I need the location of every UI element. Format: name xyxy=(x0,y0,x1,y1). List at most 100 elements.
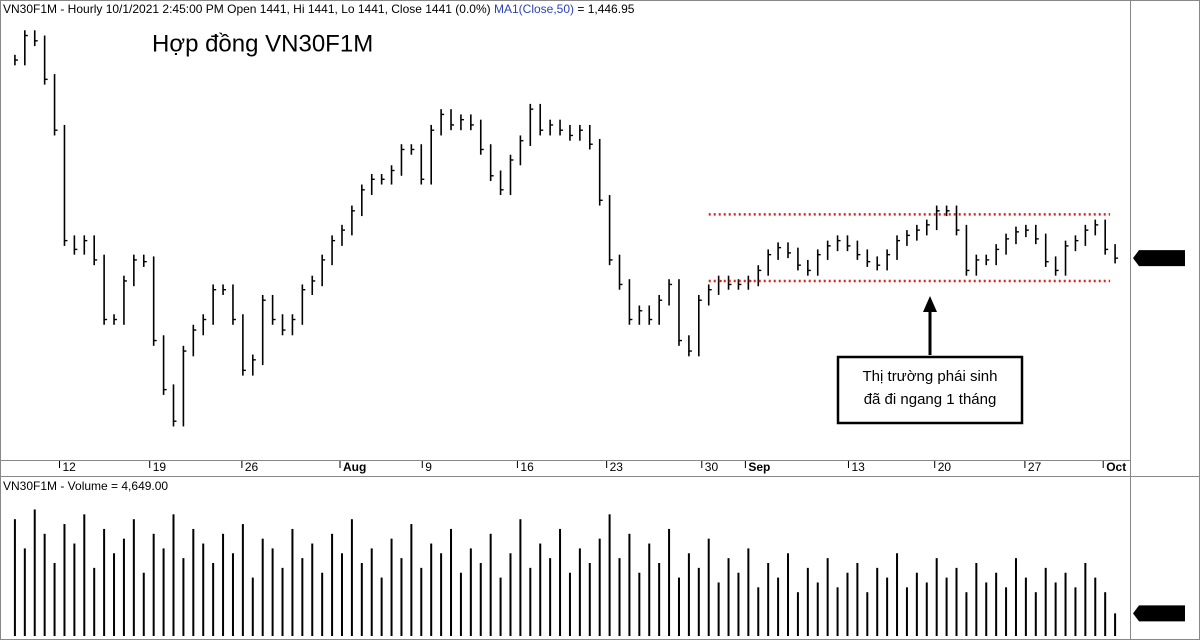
volume-bar xyxy=(578,548,581,636)
volume-bar xyxy=(301,558,304,636)
volume-bar xyxy=(261,538,264,636)
volume-bar xyxy=(658,563,661,636)
volume-bar xyxy=(73,543,76,636)
volume-bar xyxy=(430,543,433,636)
volume-bar xyxy=(63,524,66,636)
volume-bar xyxy=(370,548,373,636)
arrow-head xyxy=(923,296,937,312)
volume-bar xyxy=(489,533,492,636)
volume-bar xyxy=(856,563,859,636)
volume-bar xyxy=(965,592,968,636)
x-tick-label: 9 xyxy=(425,460,432,474)
volume-bar xyxy=(33,509,36,636)
volume-bar xyxy=(440,553,443,636)
volume-bar xyxy=(886,577,889,636)
volume-bar xyxy=(697,567,700,636)
x-tick-label: 13 xyxy=(851,460,865,474)
volume-bar xyxy=(549,558,552,636)
volume-bar xyxy=(350,519,353,636)
volume-bar xyxy=(113,553,116,636)
volume-bar xyxy=(955,567,958,636)
volume-bar xyxy=(787,553,790,636)
volume-bar xyxy=(896,553,899,636)
volume-bar xyxy=(499,577,502,636)
volume-bar xyxy=(638,572,641,636)
volume-bar xyxy=(905,587,908,636)
volume-bar xyxy=(747,548,750,636)
last-value-label: 1,441 xyxy=(1147,250,1177,264)
volume-bar xyxy=(1094,577,1097,636)
x-tick-label: 16 xyxy=(520,460,534,474)
volume-bar xyxy=(103,528,106,636)
volume-header: VN30F1M - Volume = 4,649.00 xyxy=(3,479,168,493)
volume-bar xyxy=(459,572,462,636)
volume-bar xyxy=(1084,563,1087,636)
last-volume-label: 4,649 xyxy=(1147,606,1177,620)
volume-bar xyxy=(717,582,720,636)
volume-bar xyxy=(172,514,175,636)
volume-bar xyxy=(202,543,205,636)
volume-bar xyxy=(23,548,26,636)
header-ma: MA1(Close,50) xyxy=(494,2,574,16)
chart-title: Hợp đồng VN30F1M xyxy=(152,30,373,57)
volume-bar xyxy=(737,572,740,636)
volume-bar xyxy=(182,558,185,636)
volume-bar xyxy=(598,538,601,636)
volume-bar xyxy=(866,592,869,636)
volume-bar xyxy=(469,548,472,636)
volume-bar xyxy=(539,543,542,636)
x-tick-label: 19 xyxy=(153,460,167,474)
volume-bar xyxy=(410,524,413,636)
volume-bar xyxy=(450,528,453,636)
volume-bar xyxy=(271,548,274,636)
volume-bar xyxy=(519,519,522,636)
x-tick-label: 27 xyxy=(1028,460,1042,474)
volume-bar xyxy=(796,592,799,636)
x-tick-label: Aug xyxy=(343,460,366,474)
volume-bar xyxy=(1024,577,1027,636)
volume-bar xyxy=(846,572,849,636)
volume-bar xyxy=(985,582,988,636)
volume-bar xyxy=(628,533,631,636)
annotation-box xyxy=(836,355,1024,425)
volume-bar xyxy=(816,582,819,636)
volume-bar xyxy=(1005,587,1008,636)
last-volume-marker xyxy=(1133,605,1185,622)
volume-bar xyxy=(53,563,56,636)
volume-bar xyxy=(915,572,918,636)
volume-bar xyxy=(479,563,482,636)
volume-bar xyxy=(162,548,165,636)
volume-bar xyxy=(142,572,145,636)
volume-bar xyxy=(1064,572,1067,636)
volume-bar xyxy=(152,533,155,636)
volume-bar xyxy=(648,543,651,636)
volume-bar xyxy=(1074,587,1077,636)
volume-bar xyxy=(876,567,879,636)
volume-bar xyxy=(995,572,998,636)
volume-bar xyxy=(192,528,195,636)
volume-bar xyxy=(251,577,254,636)
volume-bar xyxy=(777,577,780,636)
volume-bar xyxy=(677,577,680,636)
volume-bar xyxy=(231,553,234,636)
last-value-marker xyxy=(1133,250,1185,267)
volume-bar xyxy=(311,543,314,636)
annotation-line: Thị trường phái sinh xyxy=(863,368,998,385)
volume-bar xyxy=(945,577,948,636)
x-tick-label: 30 xyxy=(705,460,719,474)
x-tick-label: Oct xyxy=(1106,460,1126,474)
volume-bar xyxy=(618,558,621,636)
volume-bar xyxy=(1014,558,1017,636)
volume-bar xyxy=(529,567,532,636)
volume-bar xyxy=(281,567,284,636)
volume-bar xyxy=(321,572,324,636)
volume-bar xyxy=(826,558,829,636)
volume-bar xyxy=(420,567,423,636)
volume-bar xyxy=(122,538,125,636)
header-ma-value: = 1,446.95 xyxy=(577,2,634,16)
volume-bar xyxy=(331,533,334,636)
volume-bar xyxy=(83,514,86,636)
header-text: VN30F1M - Hourly 10/1/2021 2:45:00 PM Op… xyxy=(3,2,491,16)
